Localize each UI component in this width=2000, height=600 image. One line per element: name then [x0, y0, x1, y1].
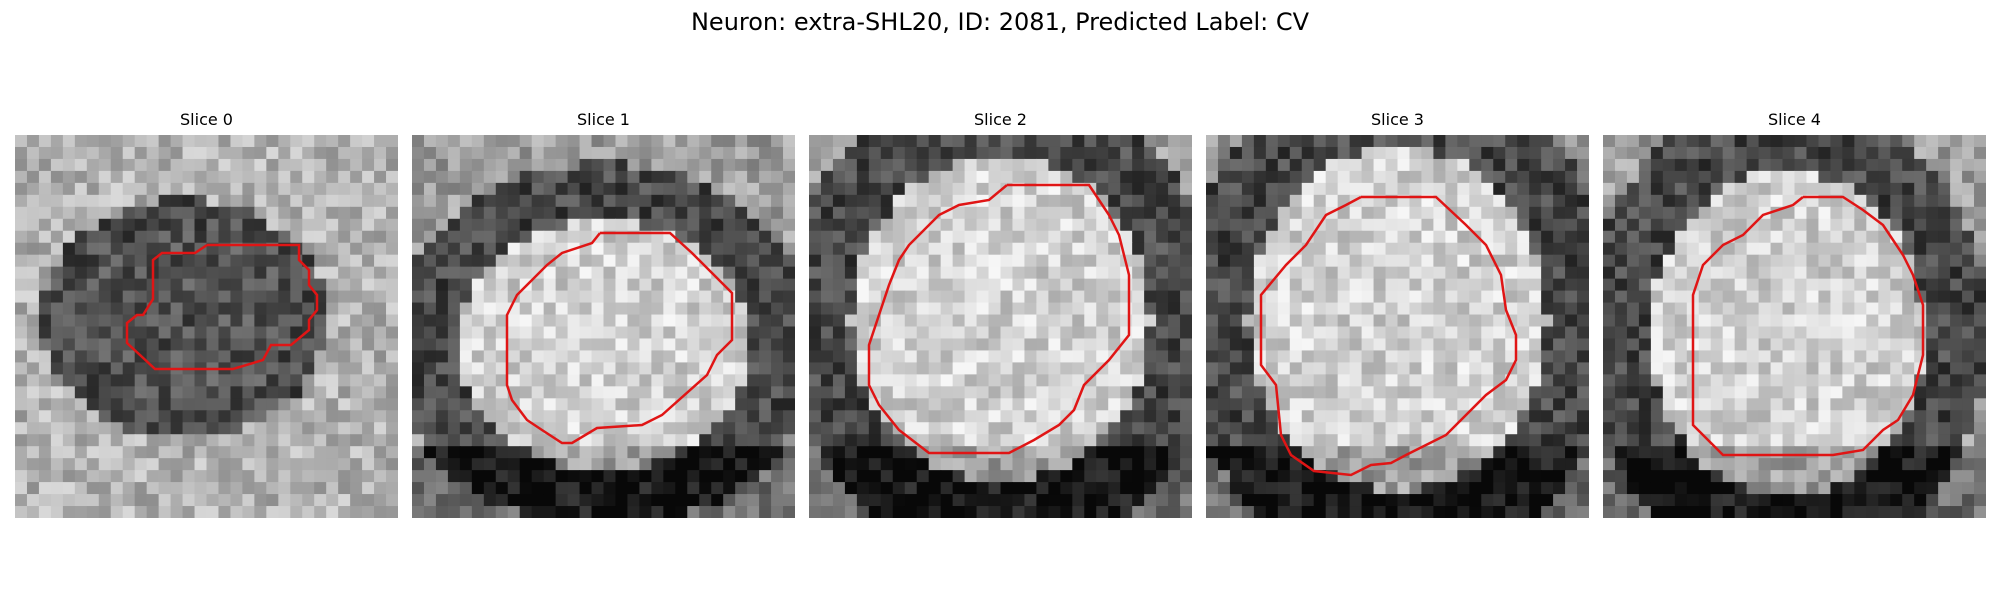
slice-title-1: Slice 1	[577, 110, 630, 129]
slice-pixels-0	[15, 135, 398, 518]
slice-image-3	[1206, 135, 1589, 518]
slice-image-4	[1603, 135, 1986, 518]
slice-contour-3	[1259, 195, 1518, 477]
slice-panel-4: Slice 4	[1603, 108, 1986, 518]
slice-contour-0	[125, 243, 319, 371]
slice-panel-1: Slice 1	[412, 108, 795, 518]
slice-panel-3: Slice 3	[1206, 108, 1589, 518]
slice-image-2	[809, 135, 1192, 518]
slice-image-1	[412, 135, 795, 518]
slice-title-3: Slice 3	[1371, 110, 1424, 129]
slice-panel-0: Slice 0	[15, 108, 398, 518]
slice-contour-1	[505, 231, 734, 445]
slice-pixels-4	[1603, 135, 1986, 518]
slice-image-0	[15, 135, 398, 518]
slice-pixels-2	[809, 135, 1192, 518]
slice-contour-4	[1691, 195, 1925, 457]
slice-panel-2: Slice 2	[809, 108, 1192, 518]
slice-contour-2	[867, 183, 1131, 455]
slice-title-4: Slice 4	[1768, 110, 1821, 129]
slice-title-2: Slice 2	[974, 110, 1027, 129]
figure-title: Neuron: extra-SHL20, ID: 2081, Predicted…	[690, 8, 1310, 36]
slice-pixels-1	[412, 135, 795, 518]
slice-title-0: Slice 0	[180, 110, 233, 129]
slice-pixels-3	[1206, 135, 1589, 518]
